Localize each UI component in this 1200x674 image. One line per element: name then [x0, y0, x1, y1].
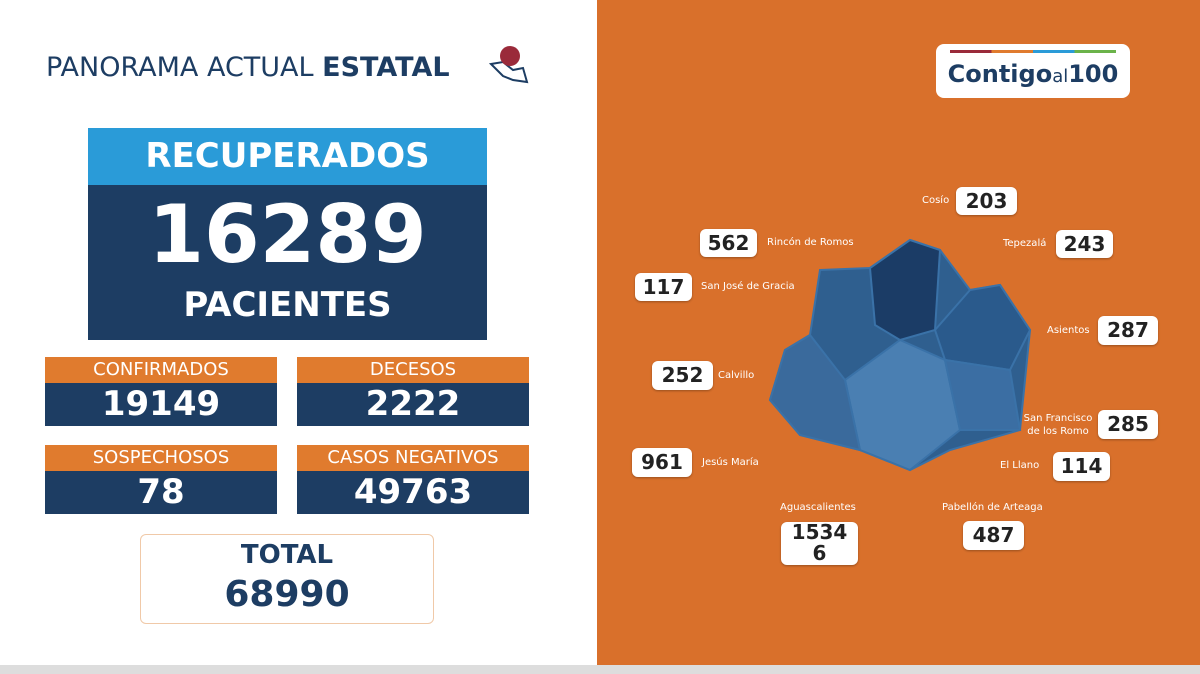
stat-label: DECESOS: [297, 357, 529, 383]
logo: Contigoal100: [936, 44, 1130, 98]
municipality-value: 15346: [781, 522, 858, 565]
stat-card: CONFIRMADOS 19149: [45, 357, 277, 426]
total-value: 68990: [224, 574, 350, 615]
municipality-name: El Llano: [1000, 460, 1040, 471]
municipality-value: 114: [1053, 452, 1110, 481]
state-map: [768, 238, 1032, 472]
stat-value: 2222: [297, 383, 529, 426]
municipality-value: 117: [635, 273, 692, 301]
municipality-name: San José de Gracia: [701, 281, 795, 292]
municipality-value: 203: [956, 187, 1017, 215]
stat-label: CONFIRMADOS: [45, 357, 277, 383]
municipality-value: 961: [632, 448, 692, 477]
stat-label: SOSPECHOSOS: [45, 445, 277, 471]
municipality-value: 285: [1098, 410, 1158, 439]
stat-label: CASOS NEGATIVOS: [297, 445, 529, 471]
municipality-name: Calvillo: [718, 370, 755, 381]
total-box: TOTAL 68990: [140, 534, 434, 624]
municipality-name: Aguascalientes: [780, 502, 856, 513]
recuperados-panel: 16289 PACIENTES: [88, 185, 487, 340]
stat-card: DECESOS 2222: [297, 357, 529, 426]
title-bold: ESTATAL: [322, 52, 450, 83]
title: PANORAMA ACTUAL ESTATAL: [46, 52, 450, 83]
municipality-name: Pabellón de Arteaga: [942, 502, 1043, 513]
logo-number: 100: [1068, 60, 1119, 88]
municipality-value: 487: [963, 521, 1024, 550]
logo-small: al: [1052, 66, 1069, 87]
recuperados-label: RECUPERADOS: [88, 128, 487, 185]
municipality-name: Jesús María: [702, 457, 759, 468]
map-pin-icon: [488, 46, 529, 84]
recuperados-value: 16289: [148, 188, 427, 281]
stat-card: CASOS NEGATIVOS 49763: [297, 445, 529, 514]
total-label: TOTAL: [240, 540, 334, 570]
recuperados-unit: PACIENTES: [183, 285, 392, 325]
municipality-value: 252: [652, 361, 713, 390]
logo-word: Contigo: [947, 60, 1053, 88]
municipality-value: 287: [1098, 316, 1158, 345]
bottom-strip: [0, 665, 1200, 674]
municipality-name: Asientos: [1047, 325, 1090, 336]
municipality-value: 243: [1056, 230, 1113, 258]
stat-card: SOSPECHOSOS 78: [45, 445, 277, 514]
stat-value: 49763: [297, 471, 529, 514]
stat-value: 78: [45, 471, 277, 514]
title-text: PANORAMA ACTUAL: [46, 52, 314, 83]
municipality-name: Rincón de Romos: [767, 237, 854, 248]
municipality-name: Tepezalá: [1003, 238, 1047, 249]
municipality-name: San Francisco de los Romo: [1023, 413, 1093, 437]
municipality-name: Cosío: [922, 195, 950, 206]
municipality-value: 562: [700, 229, 757, 257]
stat-value: 19149: [45, 383, 277, 426]
